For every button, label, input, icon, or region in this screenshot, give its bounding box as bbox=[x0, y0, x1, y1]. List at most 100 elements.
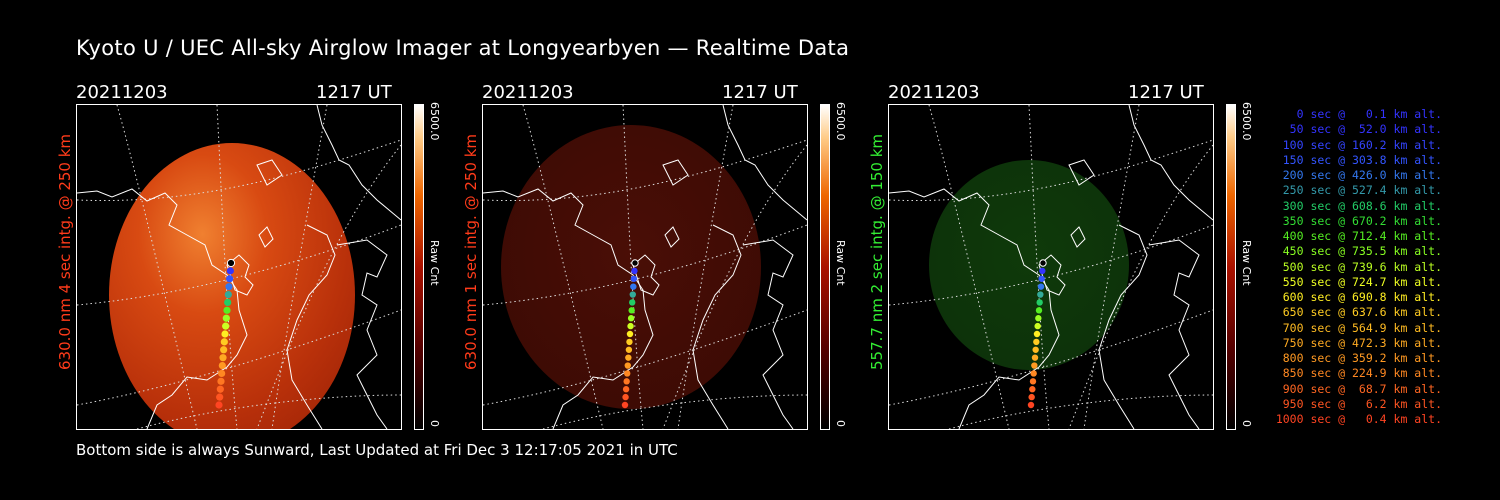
grid-line bbox=[483, 309, 807, 406]
panel-3-date: 20211203 bbox=[888, 82, 980, 103]
coastline bbox=[1148, 239, 1200, 429]
legend-row: 750 sec @ 472.3 km alt. bbox=[1282, 335, 1442, 350]
panel-2-colorbar-unit: Raw Cnt bbox=[834, 240, 847, 286]
legend-row: 0 sec @ 0.1 km alt. bbox=[1296, 107, 1442, 121]
coastline bbox=[316, 105, 401, 221]
trajectory-dot bbox=[1038, 275, 1045, 282]
trajectory-dot bbox=[625, 354, 632, 361]
trajectory-dot bbox=[1037, 291, 1044, 298]
legend-row: 400 sec @ 712.4 km alt. bbox=[1282, 229, 1442, 243]
legend-row: 200 sec @ 426.0 km alt. bbox=[1282, 168, 1442, 182]
trajectory-dot bbox=[630, 275, 638, 282]
legend-row: 600 sec @ 690.8 km alt. bbox=[1282, 290, 1442, 304]
trajectory-dot bbox=[216, 393, 224, 401]
panel-1-image bbox=[76, 104, 402, 430]
trajectory-dot bbox=[626, 330, 634, 338]
panel-3-colorbar-max: 6500.0 bbox=[1240, 102, 1253, 141]
trajectory-dot bbox=[622, 393, 629, 401]
trajectory-dot bbox=[226, 275, 234, 283]
trajectory-dot bbox=[1034, 322, 1041, 330]
panel-1-time: 1217 UT bbox=[316, 82, 392, 103]
trajectory-dot bbox=[226, 267, 234, 275]
coastline bbox=[889, 188, 1060, 429]
trajectory-dot bbox=[1039, 259, 1047, 267]
coastline bbox=[226, 254, 254, 296]
panel-2-date: 20211203 bbox=[482, 82, 574, 103]
trajectory-dot bbox=[1033, 330, 1041, 338]
page-title: Kyoto U / UEC All-sky Airglow Imager at … bbox=[76, 36, 850, 60]
grid-line bbox=[622, 105, 644, 429]
trajectory-dot bbox=[1027, 401, 1035, 409]
panel-1-date: 20211203 bbox=[76, 82, 168, 103]
legend-row: 350 sec @ 670.2 km alt. bbox=[1282, 213, 1442, 228]
panel-2-image bbox=[482, 104, 808, 430]
grid-line bbox=[889, 309, 1213, 406]
grid-line bbox=[216, 105, 238, 429]
trajectory-dot bbox=[218, 361, 226, 370]
trajectory-dot bbox=[222, 314, 230, 322]
coastline bbox=[77, 188, 248, 429]
trajectory-dot bbox=[623, 378, 630, 385]
trajectory-dot bbox=[1028, 393, 1035, 401]
trajectory-dot bbox=[627, 315, 635, 322]
panel-3-colorbar-unit: Raw Cnt bbox=[1240, 240, 1253, 286]
footer-note: Bottom side is always Sunward, Last Upda… bbox=[76, 441, 678, 459]
trajectory-dot bbox=[218, 369, 226, 378]
grid-line bbox=[542, 394, 807, 429]
trajectory-dot bbox=[1029, 386, 1036, 393]
grid-line bbox=[77, 309, 401, 406]
trajectory-dot bbox=[224, 290, 232, 299]
legend-row: 500 sec @ 739.6 km alt. bbox=[1282, 259, 1442, 274]
panel-1-colorbar-min: 0 bbox=[428, 420, 441, 427]
trajectory-dot bbox=[630, 283, 637, 290]
grid-line bbox=[1028, 105, 1050, 429]
grid-line bbox=[271, 105, 328, 429]
legend-row: 150 sec @ 303.8 km alt. bbox=[1282, 152, 1442, 167]
trajectory-dot bbox=[222, 322, 230, 330]
trajectory-dot bbox=[223, 306, 231, 314]
panel-1-colorbar-unit: Raw Cnt bbox=[428, 240, 441, 286]
grid-line bbox=[889, 224, 1213, 306]
trajectory-dot bbox=[1030, 370, 1037, 377]
trajectory-dot bbox=[1033, 338, 1040, 346]
trajectory-dot bbox=[220, 346, 228, 354]
grid-line bbox=[483, 139, 807, 202]
coastline bbox=[258, 226, 274, 248]
trajectory-dot bbox=[1032, 346, 1039, 353]
legend-row: 550 sec @ 724.7 km alt. bbox=[1282, 274, 1442, 289]
trajectory-dot bbox=[622, 386, 630, 393]
legend-row: 1000 sec @ 0.4 km alt. bbox=[1275, 412, 1442, 426]
grid-line bbox=[522, 105, 604, 429]
trajectory-dot bbox=[1037, 283, 1045, 290]
panel-1-colorbar-max: 6500.0 bbox=[428, 102, 441, 141]
panel-2-time: 1217 UT bbox=[722, 82, 798, 103]
legend-row: 300 sec @ 608.6 km alt. bbox=[1282, 198, 1442, 213]
panel-3-colorbar bbox=[1226, 104, 1236, 430]
trajectory-dot bbox=[1031, 362, 1038, 369]
panel-2-colorbar-min: 0 bbox=[834, 420, 847, 427]
grid-line bbox=[677, 105, 734, 429]
panel-1-colorbar bbox=[414, 104, 424, 430]
panel-2-colorbar-max: 6500.0 bbox=[834, 102, 847, 141]
trajectory-dot bbox=[624, 362, 631, 369]
trajectory-dot bbox=[1031, 354, 1039, 361]
coastline bbox=[1068, 159, 1095, 186]
trajectory-dot bbox=[624, 370, 631, 377]
trajectory-dot bbox=[220, 338, 228, 346]
trajectory-dot bbox=[626, 338, 633, 346]
trajectory-dot bbox=[1029, 378, 1037, 385]
panel-1-label: 630.0 nm 4 sec intg. @ 250 km bbox=[56, 133, 74, 370]
coastline bbox=[664, 226, 680, 248]
legend-row: 450 sec @ 735.5 km alt. bbox=[1282, 244, 1442, 259]
panel-3-colorbar-min: 0 bbox=[1240, 420, 1253, 427]
grid-line bbox=[889, 139, 1213, 202]
coastline bbox=[662, 159, 689, 186]
trajectory-dot bbox=[625, 346, 633, 353]
coastline bbox=[483, 188, 654, 429]
coastline bbox=[722, 105, 807, 221]
legend-row: 800 sec @ 359.2 km alt. bbox=[1282, 351, 1442, 365]
trajectory-dot bbox=[621, 401, 629, 409]
coastline bbox=[256, 159, 283, 186]
trajectory-dot bbox=[1035, 315, 1042, 322]
trajectory-dot bbox=[1035, 307, 1043, 314]
